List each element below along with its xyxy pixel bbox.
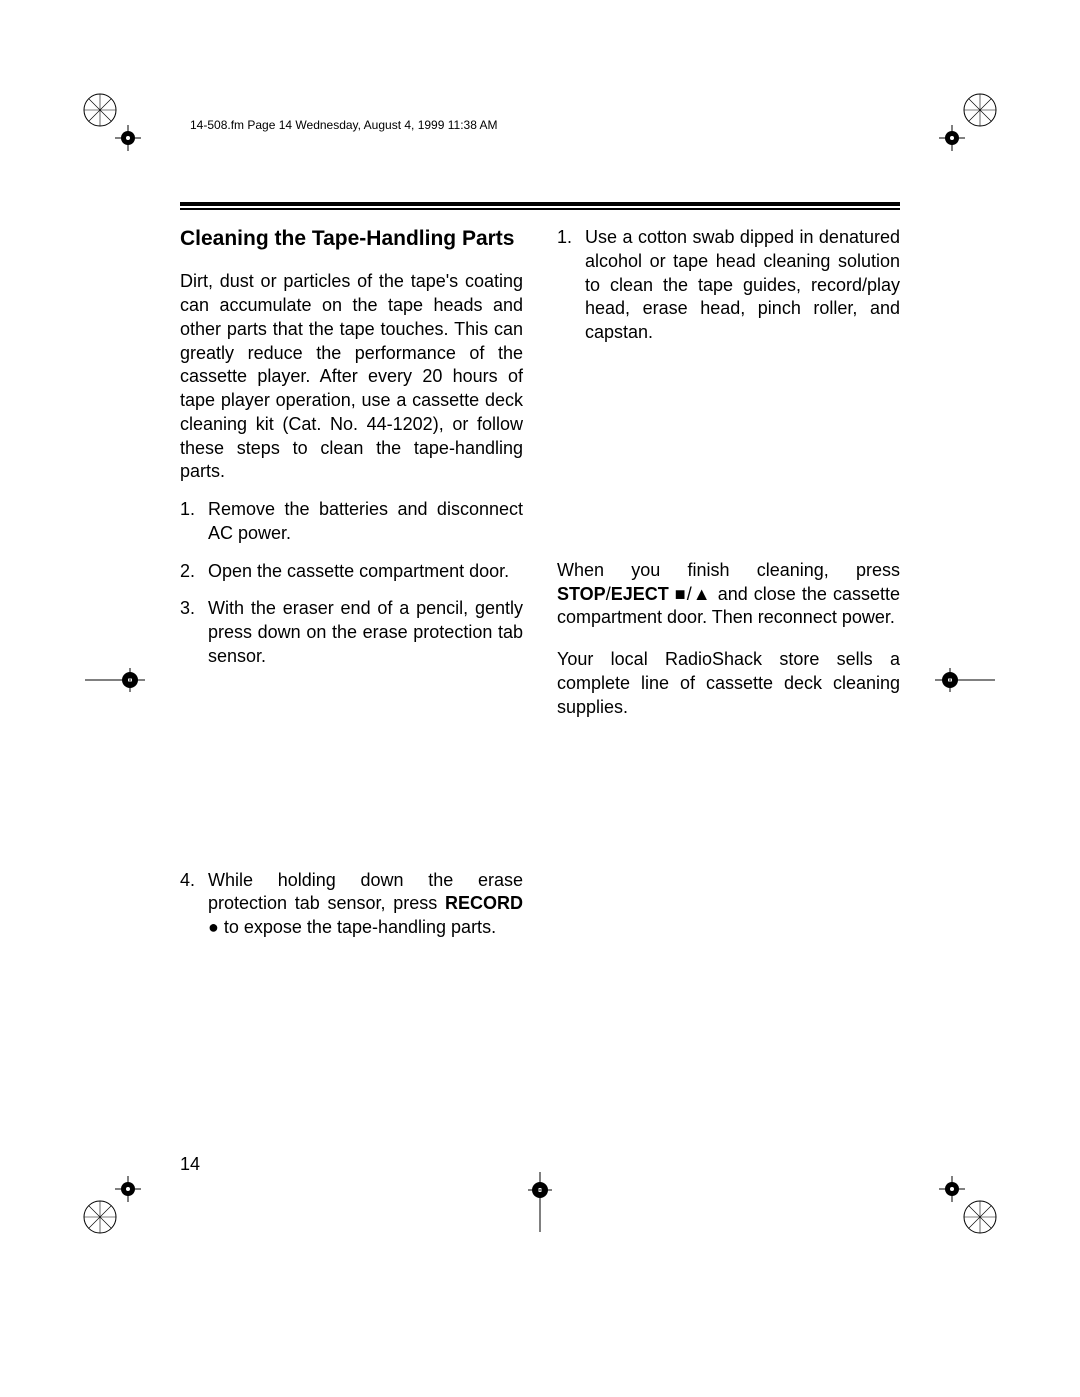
section-title: Cleaning the Tape-Handling Parts (180, 226, 523, 252)
intro-paragraph: Dirt, dust or particles of the tape's co… (180, 270, 523, 484)
running-head: 14-508.fm Page 14 Wednesday, August 4, 1… (190, 118, 498, 132)
paragraph-text: When you finish cleaning, press (557, 560, 900, 580)
step-item: While holding down the erase protection … (180, 869, 523, 940)
step-item: Open the cassette compartment door. (180, 560, 523, 584)
crop-mark-icon (930, 90, 1000, 160)
record-symbol-icon: ● (208, 917, 224, 937)
register-mark-icon (85, 650, 145, 710)
crop-mark-icon (930, 1167, 1000, 1237)
button-label-eject: EJECT (611, 584, 669, 604)
step-item: Use a cotton swab dipped in denatured al… (557, 226, 900, 345)
step-item: With the eraser end of a pencil, gently … (180, 597, 523, 668)
step-item: Remove the batteries and disconnect AC p… (180, 498, 523, 546)
crop-mark-icon (80, 1167, 150, 1237)
button-label-stop: STOP (557, 584, 606, 604)
stop-eject-symbol-icon: ■/▲ (669, 584, 718, 604)
button-label-record: RECORD (445, 893, 523, 913)
section-rule (180, 202, 900, 209)
steps-list-continued: Use a cotton swab dipped in denatured al… (557, 226, 900, 345)
steps-list: Remove the batteries and disconnect AC p… (180, 498, 523, 940)
manual-page: 14-508.fm Page 14 Wednesday, August 4, 1… (0, 0, 1080, 1397)
page-number: 14 (180, 1154, 200, 1175)
illustration-placeholder (557, 359, 900, 559)
content-columns: Cleaning the Tape-Handling Parts Dirt, d… (180, 226, 900, 1297)
finish-paragraph: When you finish cleaning, press STOP/EJE… (557, 559, 900, 630)
crop-mark-icon (80, 90, 150, 160)
supplies-paragraph: Your local RadioShack store sells a comp… (557, 648, 900, 719)
step-text: to expose the tape-handling parts. (224, 917, 496, 937)
column-left: Cleaning the Tape-Handling Parts Dirt, d… (180, 226, 523, 1297)
column-right: Use a cotton swab dipped in denatured al… (557, 226, 900, 1297)
register-mark-icon (935, 650, 995, 710)
